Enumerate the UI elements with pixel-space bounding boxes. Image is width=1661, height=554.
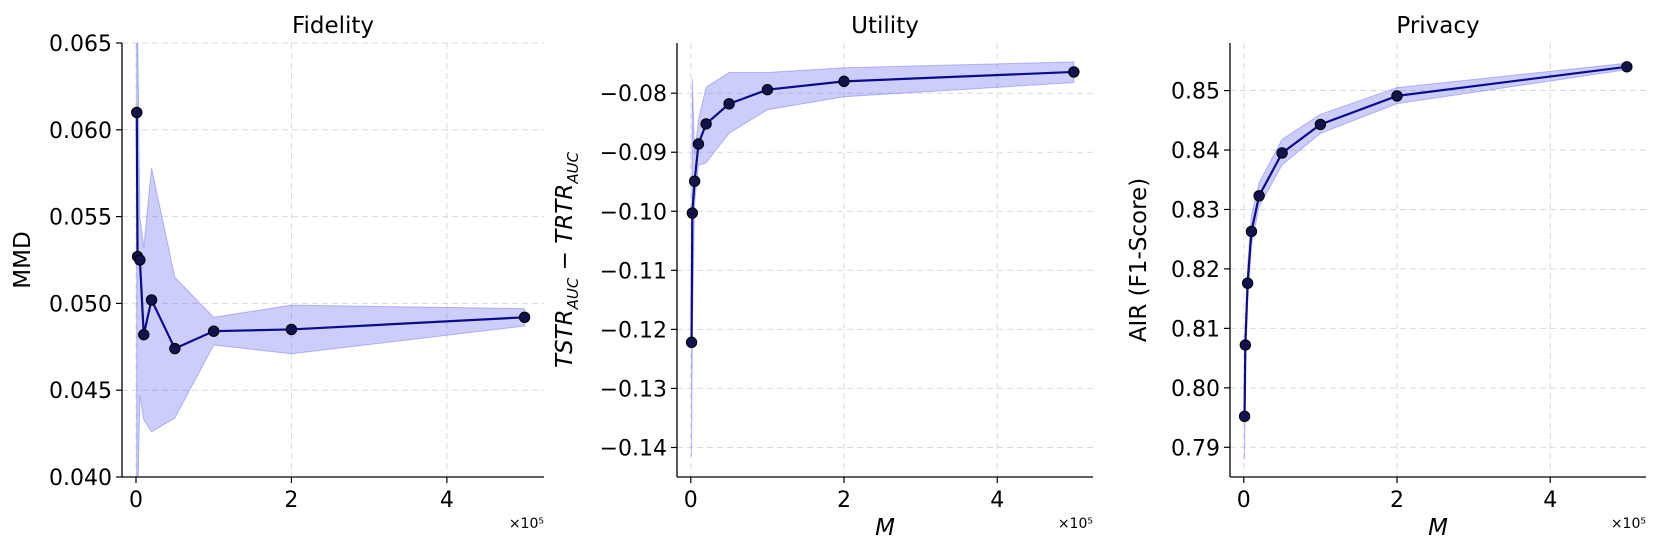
data-point	[1314, 118, 1327, 131]
x-tick-label: 0	[1237, 488, 1251, 513]
x-tick-label: 0	[684, 488, 698, 513]
confidence-band	[691, 61, 1075, 457]
x-axis-label: M	[1428, 515, 1448, 541]
data-point	[761, 83, 774, 96]
y-tick-label: −0.12	[600, 318, 667, 343]
data-point	[692, 138, 705, 150]
data-point	[285, 323, 298, 336]
data-point	[1276, 147, 1288, 159]
data-point	[688, 175, 701, 187]
data-point	[518, 311, 531, 323]
chart-title: Privacy	[1396, 13, 1479, 39]
data-point	[1239, 339, 1252, 351]
y-tick-label: −0.14	[600, 436, 667, 461]
y-tick-label: −0.09	[600, 141, 667, 166]
x-tick-label: 0	[129, 488, 143, 513]
x-axis-multiplier: ×10⁵	[1611, 516, 1646, 532]
y-tick-label: 0.82	[1171, 258, 1220, 283]
data-point	[700, 118, 712, 130]
y-tick-label: 0.060	[49, 119, 112, 144]
x-tick-label: 2	[837, 488, 851, 513]
y-axis-label-part: TSTR	[552, 309, 578, 368]
y-axis-label-part: AUC	[564, 277, 582, 310]
data-point	[1253, 190, 1265, 202]
y-tick-label: 0.045	[49, 379, 112, 404]
chart-title: Utility	[851, 13, 919, 39]
y-tick-label: −0.13	[600, 377, 667, 402]
y-axis-label-part: −	[552, 244, 578, 278]
data-point	[131, 106, 143, 119]
confidence-band	[136, 43, 526, 477]
y-axis-label-part: AUC	[564, 151, 582, 184]
y-tick-label: 0.79	[1171, 436, 1220, 461]
y-tick-label: 0.050	[49, 292, 112, 317]
data-point	[686, 207, 699, 219]
y-tick-label: 0.80	[1171, 377, 1220, 402]
y-axis-label: MMD	[10, 231, 36, 288]
y-tick-label: 0.81	[1171, 317, 1220, 342]
data-point	[1391, 90, 1403, 102]
x-axis-label: M	[875, 515, 895, 541]
y-axis-label: TSTRAUC − TRTRAUC	[552, 151, 582, 368]
x-tick-label: 2	[1390, 488, 1404, 513]
x-axis-multiplier: ×10⁵	[1058, 516, 1093, 532]
data-point	[169, 342, 181, 355]
y-axis-label-part: TRTR	[552, 184, 578, 244]
x-axis-multiplier: ×10⁵	[509, 516, 544, 532]
y-tick-label: 0.83	[1171, 198, 1220, 223]
data-point	[685, 336, 698, 349]
x-tick-label: 4	[990, 488, 1004, 513]
data-point	[208, 325, 220, 337]
data-point	[1245, 225, 1258, 238]
x-tick-label: 4	[440, 488, 454, 513]
data-point	[134, 254, 146, 266]
data-point	[145, 294, 158, 306]
data-point	[838, 75, 850, 88]
series-line	[1243, 65, 1627, 417]
chart-panel-1: 0 2 4 0.040 0.045 0.050 0.055 0.060 0.065 Fidelit…	[10, 13, 544, 532]
data-point	[723, 98, 735, 110]
y-tick-label: −0.08	[600, 82, 667, 107]
x-tick-label: 2	[284, 488, 298, 513]
data-point	[138, 328, 150, 341]
y-tick-label: 0.85	[1171, 80, 1220, 105]
data-point	[1068, 66, 1080, 78]
confidence-band	[1244, 62, 1628, 460]
y-tick-label: −0.10	[600, 200, 667, 225]
y-tick-label: −0.11	[600, 259, 667, 284]
y-tick-label: 0.84	[1171, 139, 1220, 164]
y-tick-label: 0.055	[49, 206, 112, 231]
data-point	[1238, 410, 1251, 423]
chart-title: Fidelity	[292, 13, 374, 39]
chart-panel-2: 0 2 4 −0.14 −0.13 −0.12 −0.11 −0.10 −0.09 −0.08 Ut…	[552, 13, 1093, 541]
data-point	[1621, 61, 1633, 73]
y-axis-label: AIR (F1-Score)	[1126, 178, 1152, 342]
x-tick-label: 4	[1543, 488, 1557, 513]
chart-panel-3: 0 2 4 0.79 0.80 0.81 0.82 0.83 0.84 0.85 Privacy AI…	[1126, 13, 1646, 541]
y-tick-label: 0.040	[49, 466, 112, 491]
data-point	[1241, 277, 1254, 289]
y-tick-label: 0.065	[49, 32, 112, 57]
